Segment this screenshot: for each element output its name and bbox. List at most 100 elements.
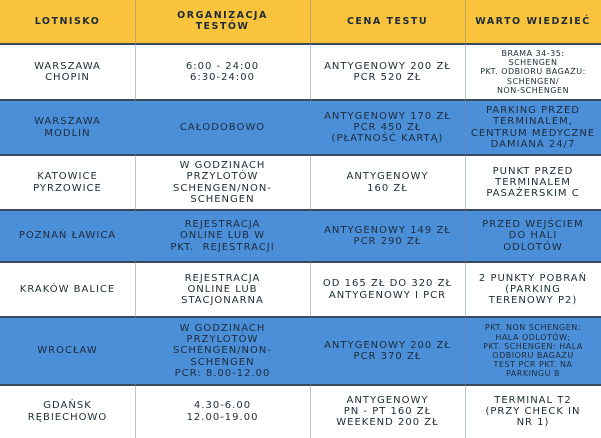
- cell-line: PYRZOWICE: [33, 182, 102, 194]
- table-cell: OD 165 ZŁ DO 320 ZŁ ANTYGENOWY I PCR: [310, 262, 465, 317]
- cell-line: KATOWICE: [37, 171, 98, 183]
- cell-line: SCHENGEN: [190, 356, 255, 368]
- table-cell: POZNAŃ ŁAWICA: [0, 210, 135, 262]
- cell-line: WARSZAWA: [34, 60, 101, 72]
- cell-line: (PŁATNOŚĆ KARTĄ): [331, 133, 444, 145]
- cell-line: SCHENGEN/: [506, 76, 560, 86]
- table-cell: CAŁODOBOWO: [135, 100, 310, 155]
- table-cell: W GODZINACH PRZYLOTÓW SCHENGEN/NON- SCHENGE…: [135, 317, 310, 385]
- table-cell: 6:00 - 24:00 6:30-24:00: [135, 44, 310, 100]
- cell-line: LOTNISKO: [34, 15, 101, 27]
- cell-line: RĘBIECHOWO: [27, 411, 108, 423]
- cell-line: MODLIN: [44, 127, 91, 139]
- cell-line: W GODZINACH: [179, 160, 266, 172]
- column-separator: [310, 0, 311, 438]
- table-cell: ORGANIZACJA TESTÓW: [135, 0, 310, 44]
- cell-line: PASAŻERSKIM C: [486, 188, 580, 200]
- cell-line: CAŁODOBOWO: [179, 121, 266, 133]
- cell-line: TERMINAL T2: [494, 394, 572, 406]
- table-cell: PRZED WEJŚCIEM DO HALI ODLOTÓW: [465, 210, 601, 262]
- table-cell: 2 PUNKTY POBRAŃ (PARKING TERENOWY P2): [465, 262, 601, 317]
- table-cell: ANTYGENOWY PN - PT 160 ZŁ WEEKEND 200 ZŁ: [310, 385, 465, 438]
- cell-line: PARKING PRZED: [486, 105, 580, 117]
- cell-line: CHOPIN: [45, 72, 90, 83]
- cell-line: TEST PCR PKT. NA: [493, 360, 573, 370]
- cell-line: PKT. SCHENGEN: HALA: [483, 341, 583, 351]
- table-cell: WARSZAWA MODLIN: [0, 100, 135, 155]
- cell-line: STACJONARNA: [181, 295, 264, 307]
- table-cell: PARKING PRZED TERMINALEM, CENTRUM MEDYCZNE…: [465, 100, 601, 155]
- cell-line: PN - PT 160 ZŁ: [343, 405, 432, 417]
- table-cell: TERMINAL T2 (PRZY CHECK IN NR 1): [465, 385, 601, 438]
- table-cell: ANTYGENOWY 200 ZŁ PCR 370 ZŁ: [310, 317, 465, 385]
- table-cell: BRAMA 34-35: SCHENGEN PKT. ODBIORU BAGAŻU:…: [465, 44, 601, 100]
- cell-line: WEEKEND 200 ZŁ: [336, 417, 439, 429]
- cell-line: TESTÓW: [195, 21, 250, 32]
- cell-line: PCR 520 ZŁ: [353, 72, 422, 83]
- cell-line: W GODZINACH: [179, 323, 266, 335]
- row-separator: [0, 99, 601, 101]
- cell-line: 160 ZŁ: [367, 182, 408, 194]
- cell-line: ODBIORU BAGAŻU: [492, 351, 574, 360]
- cell-line: ANTYGENOWY 170 ZŁ: [324, 110, 451, 122]
- cell-line: NR 1): [516, 417, 550, 429]
- cell-line: POZNAŃ ŁAWICA: [18, 230, 117, 242]
- cell-line: 6:00 - 24:00: [185, 60, 260, 72]
- cell-line: DAMIANA 24/7: [490, 138, 576, 150]
- cell-line: ORGANIZACJA: [177, 10, 268, 22]
- cell-line: PARKINGU B: [505, 369, 561, 379]
- table-cell: REJESTRACJA ONLINE LUB W PKT. REJESTRACJI: [135, 210, 310, 262]
- cell-line: ANTYGENOWY 200 ZŁ: [324, 339, 451, 351]
- cell-line: WARTO WIEDZIEĆ: [475, 15, 591, 27]
- table-cell: LOTNISKO: [0, 0, 135, 44]
- cell-line: PRZYLOTÓW: [186, 334, 259, 346]
- cell-line: SCHENGEN: [190, 193, 255, 205]
- cell-line: PCR: 8.00-12.00: [174, 367, 271, 379]
- table-cell: GDAŃSK RĘBIECHOWO: [0, 385, 135, 438]
- table-cell: WROCŁAW: [0, 317, 135, 385]
- column-separator: [465, 0, 466, 438]
- cell-line: GDAŃSK: [43, 400, 92, 412]
- cell-line: 2 PUNKTY POBRAŃ: [478, 272, 588, 284]
- cell-line: DO HALI: [508, 230, 558, 242]
- row-separator: [0, 384, 601, 386]
- cell-line: PCR 290 ZŁ: [353, 236, 422, 247]
- cell-line: (PARKING: [505, 283, 561, 295]
- table-cell: PKT. NON SCHENGEN: HALA ODLOTÓW; PKT. SCHE…: [465, 317, 601, 385]
- cell-line: PKT. NON SCHENGEN:: [485, 323, 581, 333]
- table-cell: WARSZAWA CHOPIN: [0, 44, 135, 100]
- cell-line: PKT. REJESTRACJI: [170, 241, 275, 253]
- cell-line: REJESTRACJA: [184, 219, 261, 231]
- cell-line: BRAMA 34-35:: [501, 49, 565, 59]
- table-cell: ANTYGENOWY 200 ZŁ PCR 520 ZŁ: [310, 44, 465, 100]
- cell-line: ANTYGENOWY I PCR: [328, 289, 447, 301]
- cell-line: KRAKÓW BALICE: [19, 283, 116, 295]
- cell-line: CENA TESTU: [346, 15, 429, 27]
- table-cell: KATOWICE PYRZOWICE: [0, 155, 135, 210]
- cell-line: 6:30-24:00: [190, 72, 255, 83]
- cell-line: ODLOTÓW: [503, 241, 563, 253]
- cell-line: PRZYLOTÓW: [186, 171, 259, 183]
- table-cell: ANTYGENOWY 170 ZŁ PCR 450 ZŁ (PŁATNOŚĆ KAR…: [310, 100, 465, 155]
- cell-line: ANTYGENOWY 149 ZŁ: [324, 224, 451, 236]
- table-cell: CENA TESTU: [310, 0, 465, 44]
- cell-line: REJESTRACJA: [184, 272, 261, 284]
- table-cell: PUNKT PRZED TERMINALEM PASAŻERSKIM C: [465, 155, 601, 210]
- row-separator: [0, 154, 601, 156]
- cell-line: ANTYGENOWY 200 ZŁ: [324, 60, 451, 72]
- cell-line: (PRZY CHECK IN: [485, 405, 581, 417]
- cell-line: PCR 370 ZŁ: [353, 351, 422, 362]
- row-separator: [0, 261, 601, 263]
- table-cell: REJESTRACJA ONLINE LUB STACJONARNA: [135, 262, 310, 317]
- table-cell: KRAKÓW BALICE: [0, 262, 135, 317]
- cell-line: PRZED WEJŚCIEM: [482, 219, 584, 231]
- cell-line: SCHENGEN/NON-: [172, 345, 272, 357]
- cell-line: PUNKT PRZED: [492, 165, 574, 177]
- table-cell: W GODZINACH PRZYLOTÓW SCHENGEN/NON- SCHENGE…: [135, 155, 310, 210]
- cell-line: SCHENGEN: [508, 58, 558, 68]
- cell-line: WARSZAWA: [34, 116, 101, 128]
- table-cell: 4.30-6.00 12.00-19.00: [135, 385, 310, 438]
- column-separator: [135, 0, 136, 438]
- cell-line: 4.30-6.00: [193, 400, 252, 412]
